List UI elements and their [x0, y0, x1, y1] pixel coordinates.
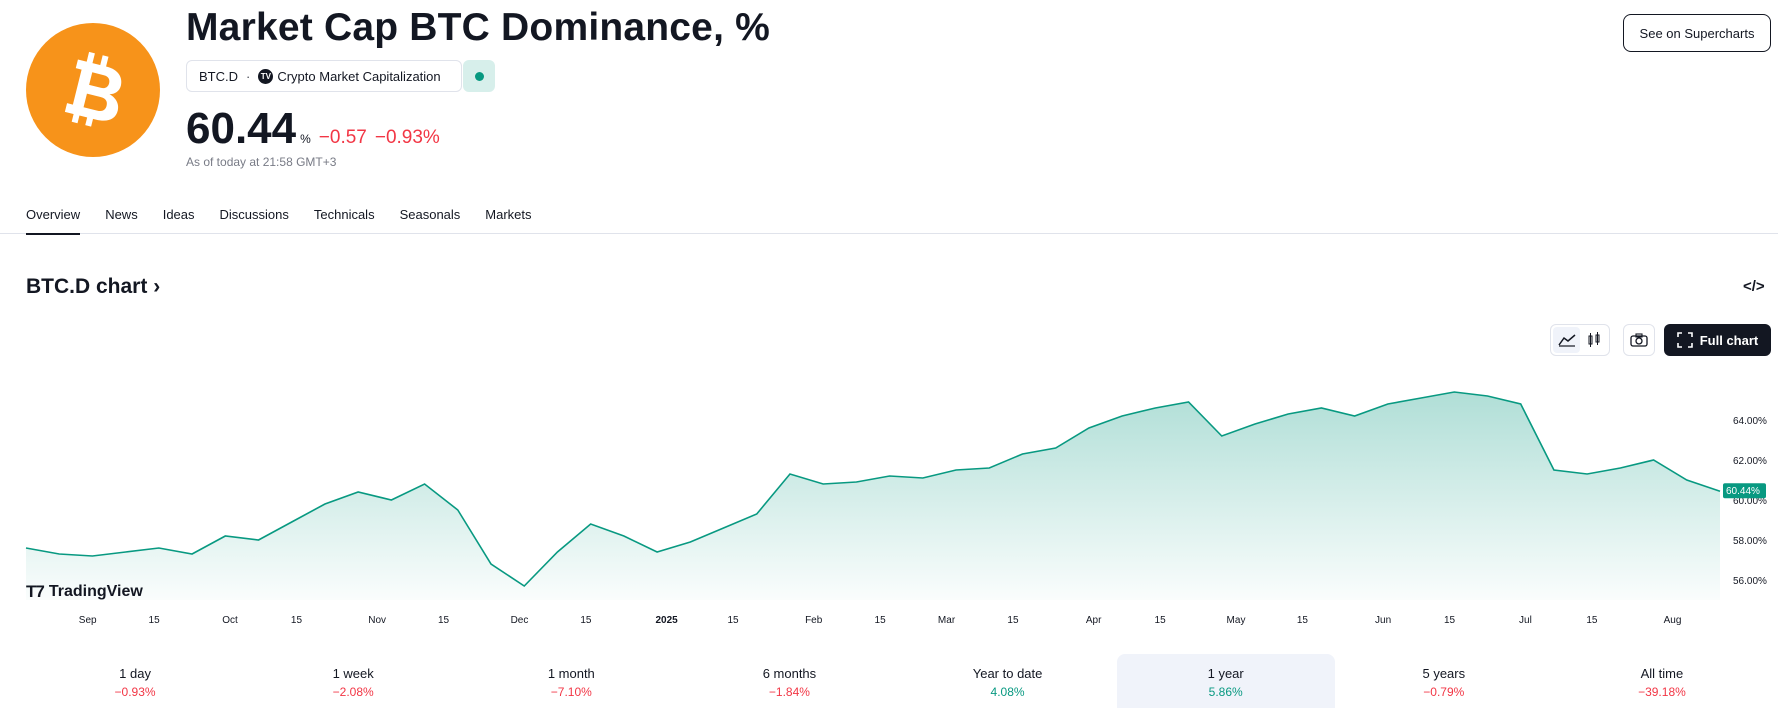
y-tick-label: 62.00% [1733, 456, 1767, 467]
period-label: All time [1640, 666, 1684, 681]
tradingview-watermark: T7 TradingView [26, 582, 143, 602]
tab-seasonals[interactable]: Seasonals [399, 207, 461, 222]
fullscreen-icon [1676, 332, 1693, 348]
y-tick-label: 60.00% [1733, 496, 1767, 507]
bitcoin-icon [64, 51, 122, 127]
period-label: 1 month [547, 666, 595, 681]
chevron-right-icon: › [153, 275, 161, 298]
watermark-text: TradingView [48, 583, 143, 600]
code-embed-icon[interactable]: </> [1743, 278, 1765, 295]
period-6-months[interactable]: 6 months −1.84% [680, 654, 898, 708]
full-chart-label: Full chart [1699, 332, 1759, 348]
period-label: Year to date [972, 666, 1043, 681]
price-row: 60.44 % −0.57 −0.93% [186, 104, 448, 154]
tab-technicals[interactable]: Technicals [313, 207, 375, 222]
x-tick-label: 15 [727, 615, 739, 626]
performance-periods: 1 day −0.93% 1 week −2.08% 1 month −7.10% 6 mo… [26, 654, 1771, 708]
tabs-divider [0, 233, 1778, 234]
tradingview-mini-icon: TV [258, 68, 274, 84]
dominance-area-chart[interactable]: 64.00% 62.00% 60.00% 58.00% 56.00% 60.44% Sep… [0, 360, 1778, 632]
x-tick-label: 15 [438, 615, 450, 626]
change-absolute: −0.57 [318, 127, 367, 148]
symbol-badge[interactable]: BTC.D · TV Crypto Market Capitalization [186, 60, 462, 92]
x-tick-label: 15 [580, 615, 592, 626]
tab-overview[interactable]: Overview [26, 207, 81, 235]
x-tick-label: 2025 [655, 615, 678, 626]
y-tick-label: 56.00% [1733, 576, 1767, 587]
tradingview-logo-icon: T7 [26, 582, 45, 601]
period-change: −1.84% [768, 685, 810, 699]
x-tick-label: Feb [805, 615, 823, 626]
chart-style-toggle [1550, 324, 1610, 356]
period-change: −0.79% [1423, 685, 1465, 699]
candles-icon[interactable] [1580, 327, 1607, 353]
chart-title-link[interactable]: BTC.D chart › [26, 275, 160, 299]
x-tick-label: 15 [1444, 615, 1456, 626]
as-of-timestamp: As of today at 21:58 GMT+3 [186, 155, 337, 169]
x-tick-label: Mar [938, 615, 956, 626]
tab-news[interactable]: News [105, 207, 138, 222]
x-tick-label: Sep [79, 615, 97, 626]
chart-area-fill [26, 392, 1720, 600]
x-tick-label: Nov [368, 615, 386, 626]
period-1-day[interactable]: 1 day −0.93% [26, 654, 244, 708]
chart-series-line [25, 391, 1721, 588]
x-tick-label: 15 [875, 615, 887, 626]
period-change: −7.10% [550, 685, 592, 699]
exchange-name: Crypto Market Capitalization [277, 68, 441, 84]
period-year-to-date[interactable]: Year to date 4.08% [899, 654, 1117, 708]
period-label: 1 year [1207, 666, 1244, 681]
period-label: 1 week [332, 666, 374, 681]
area-chart-icon[interactable] [1553, 327, 1580, 353]
period-label: 6 months [762, 666, 817, 681]
period-1-month[interactable]: 1 month −7.10% [462, 654, 680, 708]
period-all-time[interactable]: All time −39.18% [1553, 654, 1771, 708]
x-tick-label: 15 [1297, 615, 1309, 626]
x-tick-label: Aug [1664, 615, 1682, 626]
x-tick-label: 15 [1586, 615, 1598, 626]
period-label: 1 day [119, 666, 151, 681]
full-chart-button[interactable]: Full chart [1664, 324, 1771, 356]
x-tick-label: Apr [1086, 615, 1102, 626]
tab-discussions[interactable]: Discussions [219, 207, 289, 222]
last-value-badge [1723, 483, 1766, 499]
x-tick-label: 15 [291, 615, 303, 626]
period-change: 4.08% [990, 685, 1025, 699]
x-tick-label: 15 [1007, 615, 1019, 626]
x-tick-label: Dec [511, 615, 529, 626]
page-title: Market Cap BTC Dominance, % [186, 6, 771, 49]
period-label: 5 years [1422, 666, 1466, 681]
symbol-ticker: BTC.D [199, 68, 238, 84]
period-1-year[interactable]: 1 year 5.86% [1116, 654, 1335, 708]
period-change: −0.93% [114, 685, 156, 699]
tab-bar: Overview News Ideas Discussions Technicals Se… [26, 207, 557, 235]
period-5-years[interactable]: 5 years −0.79% [1335, 654, 1553, 708]
x-tick-label: Jul [1519, 615, 1532, 626]
period-1-week[interactable]: 1 week −2.08% [244, 654, 462, 708]
period-change: −2.08% [332, 685, 374, 699]
market-status-indicator[interactable] [463, 60, 495, 92]
see-on-supercharts-button[interactable]: See on Supercharts [1623, 14, 1771, 52]
separator-dot: · [246, 68, 251, 84]
bitcoin-logo [26, 23, 160, 157]
x-tick-label: Oct [222, 615, 238, 626]
y-tick-label: 64.00% [1733, 416, 1767, 427]
period-change: 5.86% [1208, 685, 1243, 699]
x-tick-label: 15 [149, 615, 161, 626]
period-change: −39.18% [1638, 685, 1686, 699]
x-tick-label: May [1227, 615, 1246, 626]
chart-title-text: BTC.D chart [26, 275, 148, 298]
change-percent: −0.93% [374, 127, 440, 148]
tab-markets[interactable]: Markets [485, 207, 532, 222]
last-value-label: 60.44% [1726, 486, 1760, 497]
y-tick-label: 58.00% [1733, 536, 1767, 547]
price-value: 60.44 [186, 104, 297, 153]
status-dot-icon [474, 71, 484, 81]
camera-icon[interactable] [1623, 324, 1655, 356]
x-tick-label: 15 [1155, 615, 1167, 626]
price-unit: % [300, 132, 311, 146]
tab-ideas[interactable]: Ideas [162, 207, 195, 222]
x-tick-label: Jun [1375, 615, 1391, 626]
